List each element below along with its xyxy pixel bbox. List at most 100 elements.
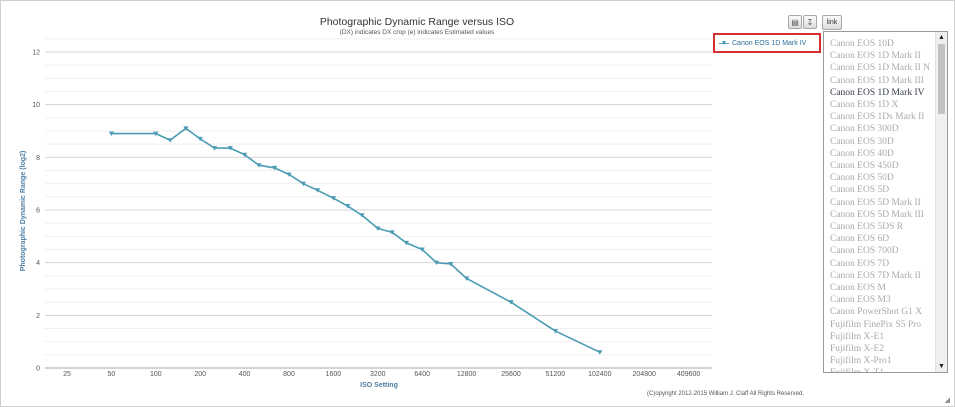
camera-list-item[interactable]: Canon EOS 450D xyxy=(830,161,899,172)
print-icon: ▤ xyxy=(791,17,799,27)
y-tick-label: 2 xyxy=(36,313,40,320)
axis-ticks: 0 2 4 6 8 10 12 25 50 100 200 400 800 1600 3200 6400 128… xyxy=(32,50,700,379)
camera-list-item[interactable]: Canon EOS 5DS R xyxy=(830,222,904,233)
x-tick-label: 51200 xyxy=(546,371,566,378)
data-point[interactable] xyxy=(448,261,454,267)
camera-list-item[interactable]: Canon EOS 1D Mark II xyxy=(830,51,921,62)
x-tick-label: 12800 xyxy=(457,371,477,378)
y-tick-label: 4 xyxy=(36,260,40,267)
data-point[interactable] xyxy=(464,276,470,281)
scroll-down-arrow-icon[interactable]: ▼ xyxy=(936,361,947,372)
legend-series-label: Canon EOS 1D Mark IV xyxy=(732,39,807,47)
x-tick-label: 200 xyxy=(194,371,206,378)
camera-list-item[interactable]: Canon EOS 7D Mark II xyxy=(830,270,921,281)
data-point[interactable] xyxy=(272,165,278,171)
x-tick-label: 50 xyxy=(108,371,116,378)
chart-subtitle: (DX) indicates DX crop (e) indicates Est… xyxy=(340,29,495,36)
scrollbar[interactable]: ▲ ▼ xyxy=(935,32,947,372)
legend[interactable]: Canon EOS 1D Mark IV xyxy=(713,33,821,53)
data-point[interactable] xyxy=(552,329,558,334)
x-tick-label: 409600 xyxy=(677,371,700,378)
camera-list-item[interactable]: Canon EOS M3 xyxy=(830,295,891,306)
camera-list-item[interactable]: Canon EOS 6D xyxy=(830,234,890,245)
data-point[interactable] xyxy=(211,146,218,151)
data-point[interactable] xyxy=(153,131,159,137)
print-button[interactable]: ▤ xyxy=(788,15,802,29)
x-tick-label: 102400 xyxy=(588,371,611,378)
camera-list-item[interactable]: Canon EOS 1D Mark III xyxy=(830,75,924,86)
data-point[interactable] xyxy=(256,163,262,168)
data-point[interactable] xyxy=(300,181,306,187)
data-point[interactable] xyxy=(197,136,203,142)
camera-list-item[interactable]: Canon EOS M xyxy=(830,283,886,294)
camera-list-item[interactable]: Canon EOS 1D X xyxy=(830,100,899,111)
data-point[interactable] xyxy=(359,213,365,218)
data-point[interactable] xyxy=(314,188,321,193)
data-point[interactable] xyxy=(375,226,381,231)
data-point[interactable] xyxy=(419,247,425,252)
legend-series-marker-icon xyxy=(719,40,729,47)
camera-list-item[interactable]: Fujifilm X-E2 xyxy=(830,344,885,355)
y-tick-label: 0 xyxy=(36,366,40,373)
camera-list-item[interactable]: Canon EOS 1D Mark IV xyxy=(830,87,925,98)
x-tick-label: 100 xyxy=(150,371,162,378)
camera-list-item[interactable]: Canon EOS 700D xyxy=(830,246,899,257)
camera-list-item[interactable]: Canon EOS 40D xyxy=(830,148,894,159)
x-tick-label: 400 xyxy=(239,371,251,378)
camera-list-item[interactable]: Canon EOS 300D xyxy=(830,124,899,135)
camera-list-item[interactable]: Fujifilm X-Pro1 xyxy=(830,356,892,367)
copyright-text: (C)opyright 2012-2015 William J. Claff A… xyxy=(647,391,804,397)
camera-list-item[interactable]: Canon EOS 1Ds Mark II xyxy=(830,112,925,123)
camera-list-item[interactable]: Canon EOS 10D xyxy=(830,39,894,49)
y-tick-label: 8 xyxy=(36,155,40,162)
data-point[interactable] xyxy=(389,230,395,235)
data-point[interactable] xyxy=(183,126,189,131)
camera-list-item[interactable]: Canon EOS 5D xyxy=(830,185,890,196)
data-point[interactable] xyxy=(330,196,336,201)
data-point[interactable] xyxy=(167,138,173,143)
y-axis-title: Photographic Dynamic Range (log2) xyxy=(20,151,27,272)
camera-list-item[interactable]: Canon EOS 5D Mark II xyxy=(830,197,921,208)
camera-list-item[interactable]: Canon EOS 5D Mark III xyxy=(830,209,924,220)
link-button[interactable]: link xyxy=(822,15,842,30)
camera-list: Canon EOS 10D Canon EOS 1D Mark II Canon E… xyxy=(824,32,938,372)
data-point[interactable] xyxy=(286,172,292,177)
data-point[interactable] xyxy=(597,350,603,355)
camera-list-item[interactable]: Canon EOS 1D Mark II N xyxy=(830,63,931,74)
camera-list-item[interactable]: Canon EOS 30D xyxy=(830,136,894,147)
y-tick-label: 12 xyxy=(32,50,40,57)
y-tick-label: 10 xyxy=(32,102,40,109)
camera-list-item[interactable]: Canon PowerShot G1 X xyxy=(830,307,923,318)
camera-list-item[interactable]: Canon EOS 7D xyxy=(830,258,890,269)
series-line xyxy=(111,127,601,353)
scroll-up-arrow-icon[interactable]: ▲ xyxy=(936,32,947,43)
x-tick-label: 3200 xyxy=(370,371,386,378)
data-point[interactable] xyxy=(242,152,248,158)
camera-listbox[interactable]: Canon EOS 10D Canon EOS 1D Mark II Canon E… xyxy=(823,31,948,373)
data-point[interactable] xyxy=(345,204,351,209)
resize-grip-icon[interactable]: ◢ xyxy=(944,397,950,404)
scroll-thumb[interactable] xyxy=(938,44,945,114)
series-group xyxy=(108,126,603,355)
export-button[interactable]: ↧ xyxy=(803,15,817,29)
camera-list-item[interactable]: Canon EOS 50D xyxy=(830,173,894,184)
download-icon: ↧ xyxy=(806,17,814,27)
camera-list-item[interactable]: Fujifilm X-T1 xyxy=(830,367,938,372)
x-axis-title: ISO Setting xyxy=(360,382,398,389)
y-tick-label: 6 xyxy=(36,208,40,215)
camera-list-item[interactable]: Fujifilm FinePix S5 Pro xyxy=(830,319,922,330)
data-point[interactable] xyxy=(433,260,440,266)
data-point[interactable] xyxy=(508,300,514,305)
x-tick-label: 800 xyxy=(283,371,295,378)
chart-title: Photographic Dynamic Range versus ISO xyxy=(320,16,514,28)
x-tick-label: 25 xyxy=(63,371,71,378)
data-point[interactable] xyxy=(227,146,233,151)
x-tick-label: 25600 xyxy=(501,371,521,378)
data-point[interactable] xyxy=(403,240,409,246)
data-point[interactable] xyxy=(108,131,114,137)
x-tick-label: 204800 xyxy=(633,371,656,378)
camera-list-item[interactable]: Fujifilm X-E1 xyxy=(830,331,885,342)
x-tick-label: 1600 xyxy=(326,371,342,378)
x-tick-label: 6400 xyxy=(414,371,430,378)
